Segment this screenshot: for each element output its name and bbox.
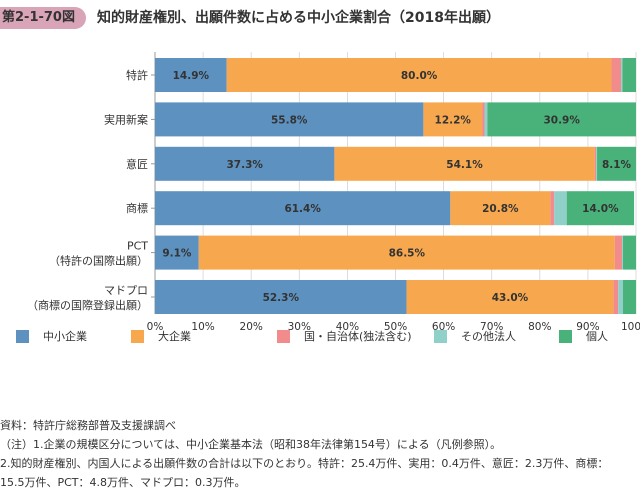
data-label: 54.1%: [446, 159, 483, 171]
data-label: 86.5%: [389, 248, 426, 260]
legend-label: 国・自治体(独法含む): [304, 330, 412, 343]
x-tick-label: 0%: [147, 321, 164, 333]
data-label: 14.9%: [173, 70, 210, 82]
category-label: 特許: [126, 68, 148, 82]
data-label: 8.1%: [602, 159, 632, 171]
category-label: （特許の国際出願）: [49, 254, 148, 268]
x-tick-label: 10%: [191, 321, 214, 333]
data-label: 52.3%: [263, 292, 300, 304]
bar-segment: [334, 146, 595, 181]
bar-segment: [596, 146, 598, 181]
data-label: 61.4%: [284, 203, 321, 215]
data-label: 12.2%: [435, 114, 472, 126]
bar-segment: [611, 58, 622, 92]
data-label: 30.9%: [543, 114, 580, 126]
bar-segment: [423, 102, 483, 137]
legend-label: その他法人: [461, 330, 516, 343]
bar-segment: [406, 280, 614, 314]
legend-swatch: [559, 329, 572, 343]
data-label: 14.0%: [582, 203, 619, 215]
figure-number-badge: 第2-1-70図: [0, 7, 86, 29]
x-tick-label: 20%: [240, 321, 263, 333]
data-label: 9.1%: [162, 248, 192, 260]
bar-segment: [614, 235, 623, 270]
legend-item: 個人: [559, 328, 608, 344]
chart-notes: 資料：特許庁総務部普及支援課調べ （注）1.企業の規模区分については、中小企業基…: [0, 416, 608, 492]
bar-segment: [155, 102, 424, 137]
category-label: 意匠: [126, 157, 148, 171]
bar-segment: [623, 280, 636, 314]
legend-swatch: [16, 329, 29, 343]
bar-segment: [198, 235, 615, 270]
x-tick-label: 80%: [528, 321, 551, 333]
legend-item: 大企業: [131, 328, 191, 344]
category-label: （商標の国際登録出願）: [27, 298, 148, 312]
bar-segment: [613, 280, 619, 314]
bar-segment: [550, 191, 555, 226]
bar-segment: [155, 146, 335, 181]
stacked-bar-chart: 14.9% 80.0% 特許 55.8% 12.2% 30.9% 実用新案 37.3% 54.1…: [27, 52, 640, 333]
bar-segment: [618, 280, 624, 314]
bar-segment: [155, 191, 451, 226]
legend-swatch: [131, 329, 144, 343]
bar-segment: [622, 58, 636, 92]
data-label: 20.8%: [482, 203, 519, 215]
bar-segment: [155, 280, 407, 314]
legend-item: その他法人: [434, 328, 516, 344]
bar-segment: [566, 191, 635, 226]
data-label: 80.0%: [401, 70, 438, 82]
bar-segment: [621, 58, 623, 92]
note-source: 資料：特許庁総務部普及支援課調べ: [0, 419, 176, 432]
note-1: （注）1.企業の規模区分については、中小企業基本法（昭和38年法律第154号）に…: [0, 438, 502, 451]
note-2-line-1: 2.知的財産権別、内国人による出願件数の合計は以下のとおり。特許：25.4万件、…: [0, 457, 609, 470]
note-2-line-2: 15.5万件、PCT：4.8万件、マドプロ：0.3万件。: [0, 476, 246, 489]
legend-label: 個人: [586, 330, 608, 343]
category-label: 実用新案: [104, 112, 148, 126]
bar-segment: [594, 146, 597, 181]
bar-segment: [597, 146, 636, 181]
x-tick-label: 90%: [576, 321, 599, 333]
legend-swatch: [277, 329, 290, 343]
bar-segment: [226, 58, 612, 92]
bar-segment: [155, 235, 199, 270]
bar-segment: [155, 58, 227, 92]
bar-segment: [623, 235, 636, 270]
x-tick-label: 50%: [384, 321, 407, 333]
legend-item: 国・自治体(独法含む): [277, 328, 412, 344]
legend-label: 中小企業: [43, 330, 87, 343]
bar-segment: [450, 191, 551, 226]
x-tick-label: 30%: [288, 321, 311, 333]
bar-segment: [482, 102, 485, 137]
legend-item: 中小企業: [16, 328, 87, 344]
data-label: 55.8%: [271, 114, 308, 126]
category-label: PCT: [127, 240, 148, 253]
bar-segment: [622, 235, 624, 270]
legend-label: 大企業: [158, 330, 191, 343]
figure-title: 知的財産権別、出願件数に占める中小企業割合（2018年出願）: [97, 10, 500, 26]
bar-segment: [554, 191, 567, 226]
data-label: 43.0%: [492, 292, 529, 304]
bar-segment: [484, 102, 488, 137]
x-tick-label: 100%: [621, 321, 640, 333]
data-label: 37.3%: [226, 159, 263, 171]
category-label: 商標: [126, 201, 148, 215]
bar-segment: [487, 102, 636, 137]
chart-legend: 中小企業 大企業 国・自治体(独法含む) その他法人 個人: [0, 328, 640, 348]
category-label: マドプロ: [104, 284, 148, 297]
x-tick-label: 70%: [480, 321, 503, 333]
legend-swatch: [434, 329, 447, 343]
x-tick-label: 40%: [336, 321, 359, 333]
